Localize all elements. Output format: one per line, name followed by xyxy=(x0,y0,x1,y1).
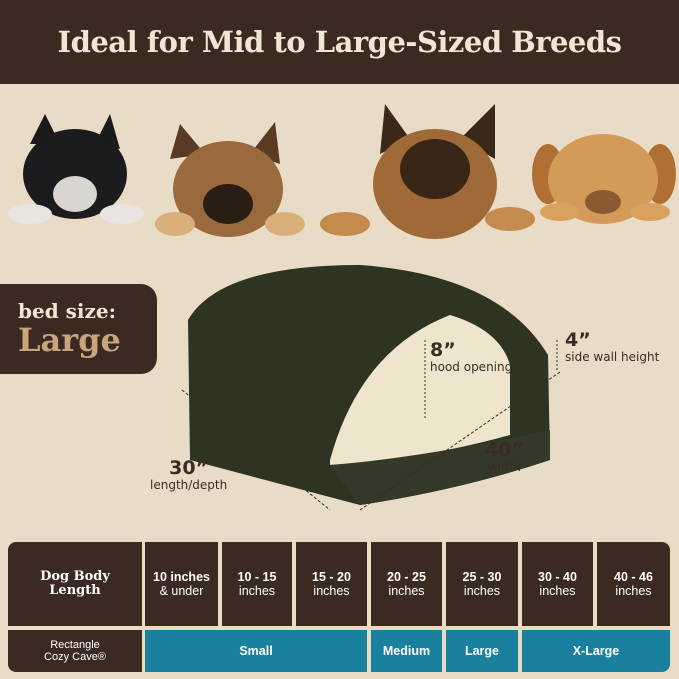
column-header: 10 - 15 inches xyxy=(222,542,292,626)
row-header-dog-body-length: Dog Body Length xyxy=(8,542,142,626)
column-header: 25 - 30 inches xyxy=(446,542,518,626)
dog-labrador xyxy=(532,134,676,224)
title-banner: Ideal for Mid to Large-Sized Breeds xyxy=(0,0,679,84)
column-header: 30 - 40 inches xyxy=(522,542,593,626)
bed-size-badge: bed size: Large xyxy=(0,284,157,374)
bed-size-value: Large xyxy=(18,321,121,359)
size-small: Small xyxy=(145,630,367,672)
column-header: 40 - 46 inches xyxy=(597,542,670,626)
column-header: 20 - 25 inches xyxy=(371,542,442,626)
product-name: Rectangle Cozy Cave® xyxy=(8,630,142,672)
size-medium: Medium xyxy=(371,630,442,672)
dog-shepherd-puppy xyxy=(155,122,305,237)
dogs-illustration xyxy=(8,104,676,239)
width-dimension: 40” width xyxy=(485,439,524,474)
length-dimension: 30” length/depth xyxy=(150,457,228,492)
page-title: Ideal for Mid to Large-Sized Breeds xyxy=(57,25,623,59)
hood-opening-dimension: 8” hood opening xyxy=(430,339,513,374)
size-chart: Dog Body Length 10 inches & under 10 - 15… xyxy=(8,542,670,672)
dog-black xyxy=(8,114,144,224)
column-header: 15 - 20 inches xyxy=(296,542,367,626)
bed-size-label: bed size: xyxy=(18,299,116,323)
size-large: Large xyxy=(446,630,518,672)
column-header: 10 inches & under xyxy=(145,542,218,626)
side-wall-dimension: 4” side wall height xyxy=(565,329,660,364)
cozy-cave-bed-image xyxy=(181,265,560,511)
dog-german-shepherd xyxy=(320,104,535,239)
size-x-large: X-Large xyxy=(522,630,670,672)
